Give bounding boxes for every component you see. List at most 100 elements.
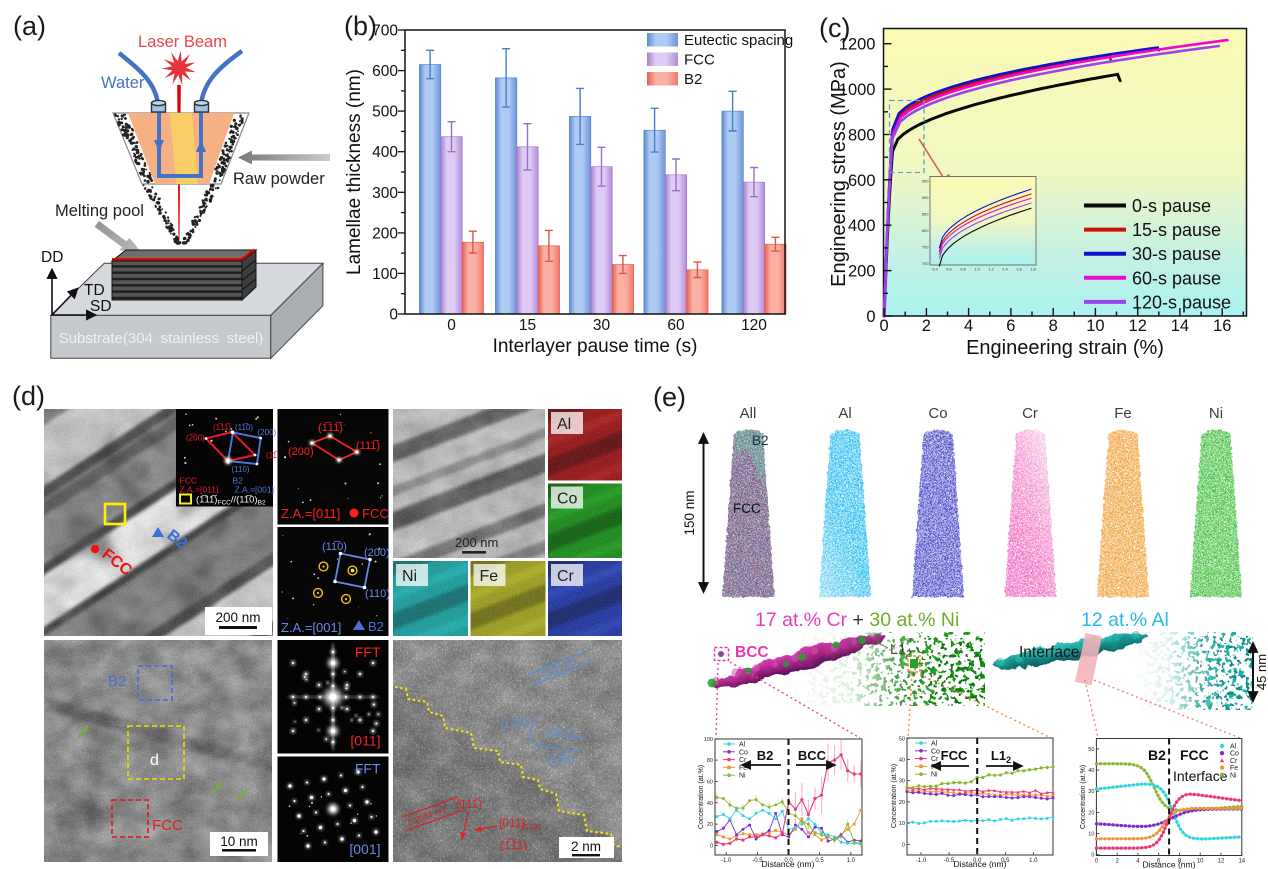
svg-text:Substrate(304 stainless steel): Substrate(304 stainless steel) (59, 330, 264, 347)
svg-text:(a): (a) (13, 11, 46, 41)
svg-text:50: 50 (899, 736, 905, 742)
svg-text:4: 4 (1136, 859, 1140, 865)
svg-text:FFT: FFT (355, 761, 381, 777)
svg-text:Cr: Cr (739, 757, 747, 764)
svg-text:12: 12 (1129, 317, 1147, 335)
svg-text:900: 900 (922, 195, 929, 200)
svg-text:0.8: 0.8 (960, 267, 966, 272)
svg-text:0.5: 0.5 (815, 858, 824, 864)
svg-text:0.0: 0.0 (973, 858, 982, 864)
svg-text:1.0: 1.0 (847, 858, 856, 864)
svg-text:Ni: Ni (1209, 405, 1223, 422)
svg-text:Interface: Interface (1173, 768, 1228, 784)
svg-text:600: 600 (848, 172, 876, 190)
svg-text:(200): (200) (288, 446, 314, 458)
svg-text:FCC: FCC (1180, 747, 1209, 763)
svg-text:(200): (200) (364, 547, 390, 559)
svg-text:Concentration (at.%): Concentration (at.%) (698, 765, 705, 829)
svg-text:FCC: FCC (180, 476, 197, 486)
svg-text:200 nm: 200 nm (215, 610, 260, 625)
svg-text:-0.5: -0.5 (752, 858, 763, 864)
svg-text:120-s pause: 120-s pause (1132, 292, 1231, 312)
svg-text:1.6: 1.6 (1016, 267, 1022, 272)
svg-text:TD: TD (84, 282, 105, 299)
svg-text:Interlayer pause time (s): Interlayer pause time (s) (493, 336, 698, 357)
svg-text:(11̅0): (11̅0) (322, 541, 347, 553)
svg-text:40: 40 (1088, 768, 1094, 774)
svg-text:20: 20 (707, 822, 713, 828)
svg-text:150 nm: 150 nm (682, 490, 697, 535)
svg-text:950: 950 (922, 179, 929, 184)
svg-text:-0.5: -0.5 (944, 858, 955, 864)
svg-text:All: All (740, 405, 757, 422)
svg-text:(e): (e) (653, 382, 686, 412)
svg-text:Lamellae thickness (nm): Lamellae thickness (nm) (344, 69, 365, 275)
svg-text:500: 500 (372, 104, 398, 121)
svg-text:40: 40 (707, 801, 713, 807)
svg-text:80: 80 (707, 758, 713, 764)
svg-text:10: 10 (1088, 832, 1094, 838)
svg-text:1200: 1200 (839, 36, 876, 54)
svg-text:0-s pause: 0-s pause (1132, 196, 1211, 216)
svg-text:Water: Water (101, 74, 145, 92)
svg-text:Cr: Cr (1022, 405, 1038, 422)
svg-text:30: 30 (1088, 789, 1094, 795)
svg-text:20: 20 (899, 800, 905, 806)
svg-text:SD: SD (90, 298, 112, 315)
svg-text:Z.A.=[001]: Z.A.=[001] (235, 485, 274, 495)
svg-text:800: 800 (922, 228, 929, 233)
svg-text:Melting pool: Melting pool (55, 202, 144, 220)
svg-text:200 nm: 200 nm (455, 535, 498, 550)
svg-text:17 at.% Cr + 30 at.% Ni: 17 at.% Cr + 30 at.% Ni (755, 609, 959, 631)
svg-text:(200): (200) (258, 428, 277, 437)
svg-text:0: 0 (880, 317, 889, 335)
svg-text:B2: B2 (752, 433, 769, 448)
svg-text:1.0: 1.0 (1029, 858, 1038, 864)
svg-text:2 nm: 2 nm (571, 839, 601, 854)
svg-text:[001]: [001] (349, 841, 380, 857)
svg-text:(11̅0): (11̅0) (235, 423, 253, 432)
svg-text:FCC: FCC (684, 52, 715, 69)
svg-text:0.4: 0.4 (932, 267, 938, 272)
svg-text:Z.A.=[011]: Z.A.=[011] (281, 506, 340, 521)
svg-text:700: 700 (922, 261, 929, 266)
svg-text:2: 2 (1116, 859, 1120, 865)
svg-text:15: 15 (519, 317, 536, 334)
svg-text:60: 60 (667, 317, 685, 334)
svg-text:30: 30 (593, 317, 611, 334)
svg-text:Ni: Ni (739, 773, 746, 780)
svg-text:800: 800 (848, 127, 876, 145)
svg-text:Co: Co (928, 405, 947, 422)
svg-text:1.4: 1.4 (1002, 267, 1008, 272)
svg-text:6: 6 (1006, 317, 1015, 335)
svg-text:FCC: FCC (941, 748, 968, 763)
svg-text:Co: Co (739, 749, 748, 756)
svg-text:1.0: 1.0 (974, 267, 980, 272)
svg-text:(c): (c) (819, 13, 850, 43)
svg-text:Raw powder: Raw powder (233, 170, 325, 188)
svg-text:Z.A.=[001]: Z.A.=[001] (281, 620, 341, 635)
svg-text:B2: B2 (368, 619, 384, 634)
svg-text:20: 20 (1088, 810, 1094, 816)
svg-text:60-s pause: 60-s pause (1132, 268, 1221, 288)
svg-text:DD: DD (41, 249, 63, 266)
svg-text:50: 50 (1088, 747, 1094, 753)
svg-text:0: 0 (447, 317, 456, 334)
svg-text:45 nm: 45 nm (1254, 654, 1268, 690)
svg-text:Distance (nm): Distance (nm) (954, 859, 1007, 869)
svg-text:Cr: Cr (1230, 758, 1238, 765)
svg-text:[110]: [110] (501, 716, 527, 730)
svg-text:400: 400 (372, 144, 398, 161)
svg-text:10: 10 (1086, 317, 1104, 335)
svg-text:200: 200 (848, 263, 876, 281)
svg-text:Co: Co (1230, 751, 1239, 758)
svg-text:Engineering stress (MPa): Engineering stress (MPa) (828, 61, 850, 287)
svg-text:30-s pause: 30-s pause (1132, 244, 1221, 264)
svg-text:12 at.% Al: 12 at.% Al (1081, 609, 1169, 631)
svg-text:Z.A.=[011]: Z.A.=[011] (180, 485, 219, 495)
svg-text:Concentration (at.%): Concentration (at.%) (1080, 765, 1087, 829)
svg-text:Al: Al (739, 742, 746, 749)
svg-text:15-s pause: 15-s pause (1132, 220, 1221, 240)
svg-text:Co: Co (931, 748, 940, 755)
svg-text:(1̅11̅)FCC//(11̅0)B2: (1̅11̅)FCC//(11̅0)B2 (196, 495, 266, 507)
